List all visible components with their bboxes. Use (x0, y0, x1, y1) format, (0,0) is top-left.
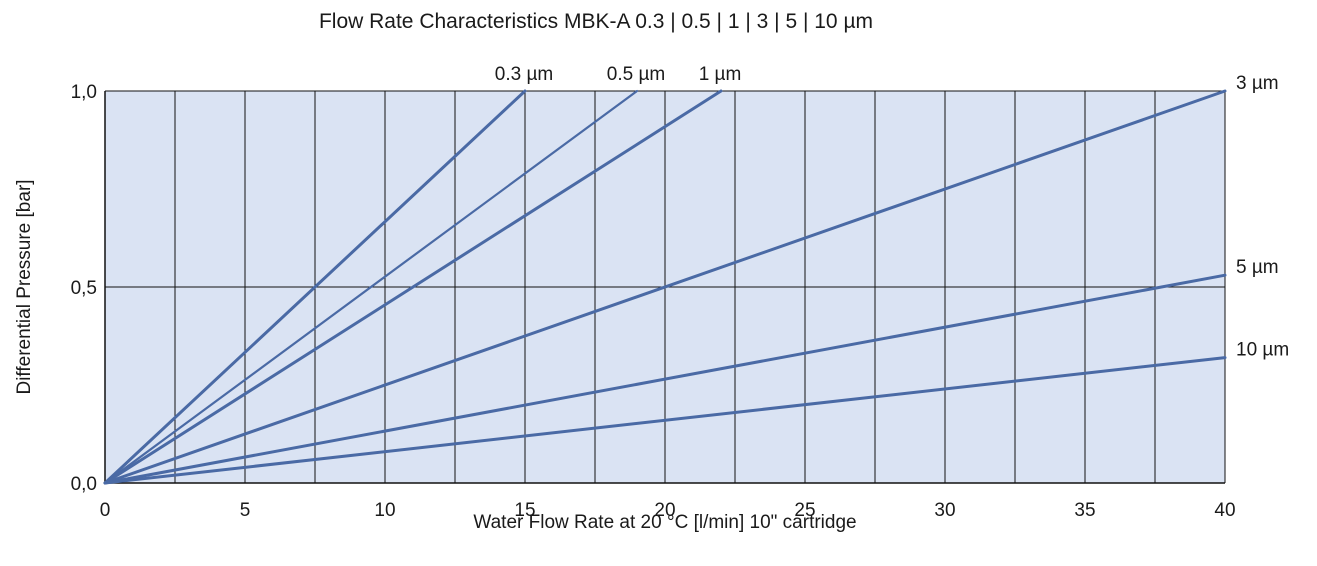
x-tick-label: 25 (794, 500, 815, 521)
series-label: 1 µm (699, 64, 742, 85)
y-tick-label: 0,5 (71, 278, 97, 299)
series-label: 5 µm (1236, 257, 1279, 278)
series-line-0-5-m (103, 89, 639, 485)
x-tick-label: 30 (934, 500, 955, 521)
y-axis-label: Differential Pressure [bar] (14, 179, 35, 394)
y-tick-label: 0,0 (71, 474, 97, 495)
series-label: 0.3 µm (495, 64, 553, 85)
x-tick-label: 35 (1074, 500, 1095, 521)
series-line-3-m (103, 89, 1227, 485)
x-axis-ticks: 0 5 10 15 20 25 30 35 40 (100, 500, 1236, 521)
x-tick-label: 20 (654, 500, 675, 521)
x-tick-label: 15 (514, 500, 535, 521)
x-tick-label: 10 (374, 500, 395, 521)
x-axis-label: Water Flow Rate at 20 °C [l/min] 10" car… (473, 512, 856, 533)
series-labels: 0.3 µm 0.5 µm 1 µm 3 µm 5 µm 10 µm (495, 64, 1289, 361)
y-axis-ticks: 0,0 0,5 1,0 (71, 82, 97, 495)
series-line-5-m (103, 273, 1227, 485)
x-tick-label: 40 (1214, 500, 1235, 521)
series-label: 0.5 µm (607, 64, 665, 85)
series-line-10-m (103, 356, 1227, 485)
series-line-0-3-m (103, 89, 527, 485)
series-lines (103, 89, 1227, 485)
series-label: 10 µm (1236, 340, 1289, 361)
x-tick-label: 5 (240, 500, 251, 521)
y-tick-label: 1,0 (71, 82, 97, 103)
series-label: 3 µm (1236, 73, 1279, 94)
x-tick-label: 0 (100, 500, 111, 521)
chart-title: Flow Rate Characteristics MBK-A 0.3 | 0.… (319, 10, 873, 33)
series-line-1-m (103, 89, 723, 485)
